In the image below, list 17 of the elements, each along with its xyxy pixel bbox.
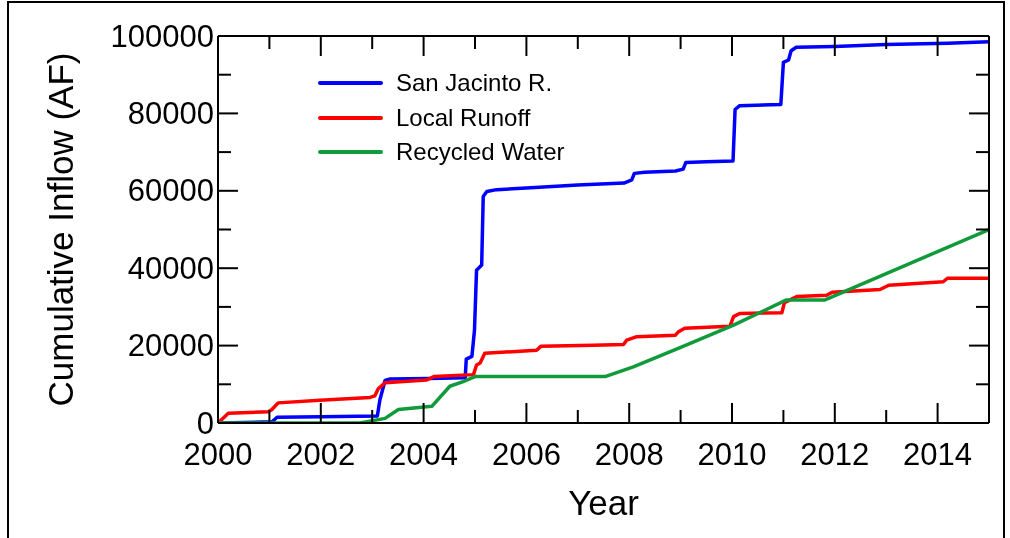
y-tick-label: 100000 [110, 18, 214, 54]
x-tick-label: 2010 [697, 436, 767, 472]
y-tick-label: 60000 [127, 173, 214, 209]
x-axis-title: Year [568, 482, 640, 522]
x-tick-label: 2008 [594, 436, 664, 472]
x-tick-label: 2012 [800, 436, 870, 472]
legend-label: Local Runoff [396, 103, 531, 131]
y-tick-label: 40000 [127, 250, 214, 286]
x-tick-label: 2004 [389, 436, 459, 472]
legend-label: Recycled Water [396, 138, 565, 166]
legend-label: San Jacinto R. [396, 69, 553, 97]
x-tick-label: 2014 [903, 436, 973, 472]
x-tick-label: 2002 [286, 436, 356, 472]
y-tick-label: 20000 [127, 328, 214, 364]
x-tick-label: 2006 [491, 436, 561, 472]
y-axis-title: Cumulative Inflow (AF) [40, 52, 80, 407]
y-tick-label: 80000 [127, 95, 214, 131]
